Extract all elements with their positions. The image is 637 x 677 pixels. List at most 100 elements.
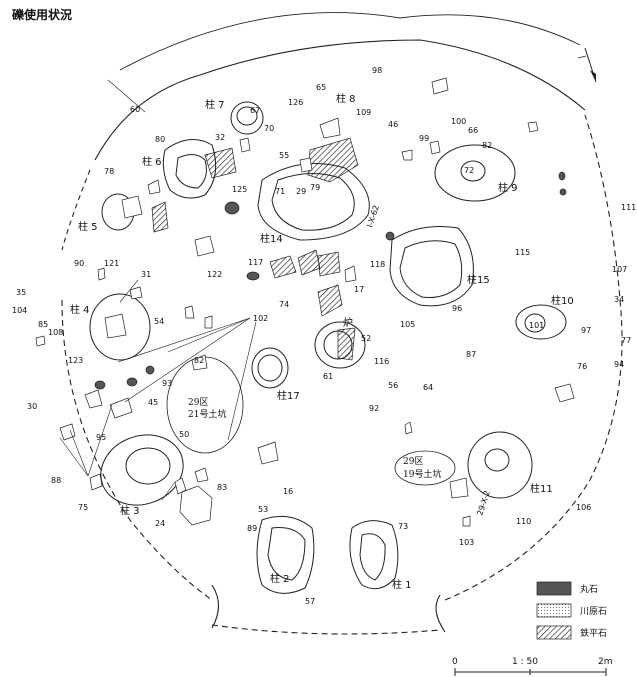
stone-number: 79 — [310, 183, 320, 192]
stone-number: 109 — [356, 108, 371, 117]
stone-number: 82 — [482, 141, 492, 150]
stone-number: 72 — [464, 166, 474, 175]
legend-swatch-teppeiseki — [536, 625, 572, 640]
stone-number: 60 — [130, 105, 140, 114]
stone-number: 16 — [283, 487, 293, 496]
stone-number: 85 — [38, 320, 48, 329]
stone-number: 108 — [48, 328, 63, 337]
stone-number: 52 — [361, 334, 371, 343]
pit-name: 21号土坑 — [188, 408, 226, 420]
pillar-hole-11 — [467, 431, 533, 499]
stone-number: 67 — [250, 106, 260, 115]
legend-swatch-maruishi — [536, 581, 572, 596]
pillar-label: 柱 1 — [392, 578, 412, 591]
stone-number: 87 — [466, 350, 476, 359]
stone-number: 32 — [215, 133, 225, 142]
stone-number: 57 — [305, 597, 315, 606]
scale-bar: 0 1 : 50 2m — [452, 657, 613, 676]
stone-number: 78 — [104, 167, 114, 176]
pillar-hole-1 — [349, 520, 399, 590]
stone-number: 80 — [155, 135, 165, 144]
stone-number: 93 — [162, 379, 172, 388]
stone-number: 122 — [207, 270, 222, 279]
leader-lines — [59, 79, 257, 501]
stone-number: 61 — [323, 372, 333, 381]
stone-number: 70 — [264, 124, 274, 133]
stone-number: 100 — [451, 117, 466, 126]
pillar-hole-15 — [389, 226, 474, 307]
pillar-hole-10 — [515, 304, 567, 340]
stone-number: 111 — [621, 203, 636, 212]
stone-number: 53 — [258, 505, 268, 514]
stone-number: 126 — [288, 98, 303, 107]
pillar-label: 柱 5 — [78, 220, 98, 233]
stone-number: 95 — [96, 433, 106, 442]
north-arrow-icon — [577, 47, 597, 83]
legend-label: 丸石 — [580, 583, 598, 595]
pillar-holes — [89, 101, 567, 594]
stone-number: 103 — [459, 538, 474, 547]
pillar-label: 柱14 — [260, 232, 283, 245]
stone-number: 55 — [279, 151, 289, 160]
stone-number: 34 — [614, 295, 624, 304]
stone-number: 54 — [154, 317, 164, 326]
stone-number: 66 — [468, 126, 478, 135]
stone-number: 97 — [581, 326, 591, 335]
stone-number: 73 — [398, 522, 408, 531]
stone-number: 75 — [78, 503, 88, 512]
stone-number: 31 — [141, 270, 151, 279]
stone-number: 110 — [516, 517, 531, 526]
stone-number: 105 — [400, 320, 415, 329]
stone-number: 76 — [577, 362, 587, 371]
legend-swatch-kawaraishi — [536, 603, 572, 618]
dwelling-outline — [61, 12, 623, 635]
stone-number: 98 — [372, 66, 382, 75]
stone-number: 99 — [419, 134, 429, 143]
stone-number: 106 — [576, 503, 591, 512]
pit-area: 29区 — [403, 456, 423, 467]
stone-number: 45 — [148, 398, 158, 407]
stone-numbers: 98 65 60 126 109 46 100 66 99 82 72 80 6… — [12, 66, 636, 606]
stone-number: 107 — [612, 265, 627, 274]
legend: 丸石 川原石 鉄平石 — [536, 581, 607, 640]
stone-number: 88 — [51, 476, 61, 485]
stone-number: 74 — [279, 300, 289, 309]
stone-number: 56 — [388, 381, 398, 390]
pillar-label: 柱15 — [467, 273, 490, 286]
stone-number: 24 — [155, 519, 165, 528]
pillar-hole-3 — [100, 434, 184, 506]
stone-number: 125 — [232, 185, 247, 194]
pillar-labels: 柱 1 柱 2 柱 3 柱 4 柱 5 柱 6 柱 7 柱 8 柱 9 柱10 … — [70, 92, 574, 591]
stone-number: 96 — [452, 304, 462, 313]
pillar-hole-7 — [230, 101, 264, 135]
legend-label: 鉄平石 — [580, 627, 607, 639]
stone-number: 89 — [247, 524, 257, 533]
stone-number: 121 — [104, 259, 119, 268]
pit-labels: 29区 21号土坑 29区 19号土坑 I-X-62 29-X-2 — [188, 204, 492, 517]
hearth-label: 炉 — [343, 317, 353, 329]
stone-number: 82 — [194, 356, 204, 365]
stone-number: 92 — [369, 404, 379, 413]
stone-number: 30 — [27, 402, 37, 411]
scale-ratio: 1 : 50 — [512, 657, 538, 667]
pit-19 — [394, 450, 456, 486]
scale-end: 2m — [598, 657, 613, 667]
grid-point: 29-X-2 — [475, 489, 492, 516]
pillar-label: 柱11 — [530, 482, 553, 495]
stone-number: 101 — [529, 321, 544, 330]
stone-number: 83 — [217, 483, 227, 492]
grid-point: I-X-62 — [365, 204, 381, 229]
stone-number: 117 — [248, 258, 263, 267]
pillar-label: 柱 9 — [498, 181, 518, 194]
pillar-label: 柱17 — [277, 389, 300, 402]
pillar-hole-9 — [434, 144, 516, 202]
stone-number: 115 — [515, 248, 530, 257]
stone-number: 35 — [16, 288, 26, 297]
pillar-hole-6 — [162, 139, 217, 199]
stone-number: 65 — [316, 83, 326, 92]
stone-number: 104 — [12, 306, 27, 315]
stone-number: 29 — [296, 187, 306, 196]
stone-number: 46 — [388, 120, 398, 129]
stone-number: 64 — [423, 383, 433, 392]
